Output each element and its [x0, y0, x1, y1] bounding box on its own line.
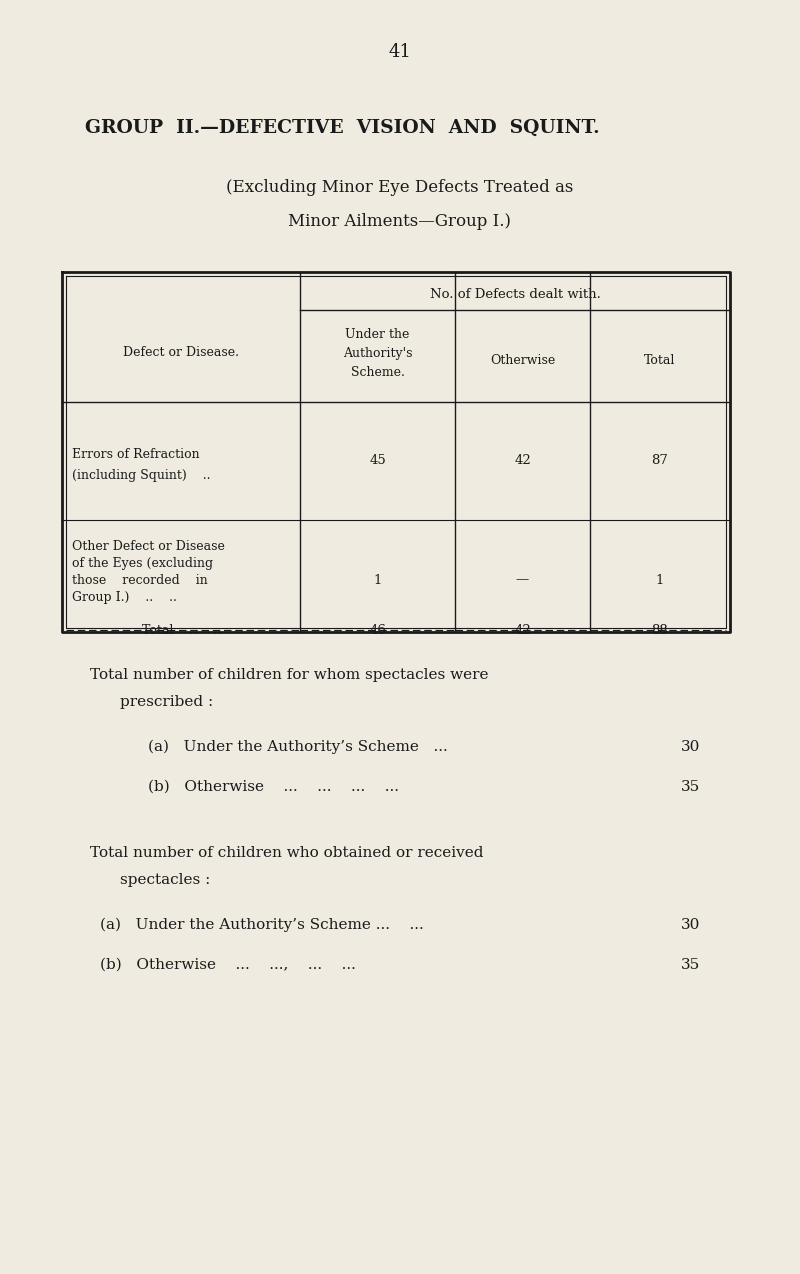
Text: (a)   Under the Authority’s Scheme ...    ...: (a) Under the Authority’s Scheme ... ...: [100, 919, 424, 933]
Text: (including Squint)    ..: (including Squint) ..: [72, 469, 210, 482]
Text: Defect or Disease.: Defect or Disease.: [123, 345, 239, 358]
Text: Total    ..    ..: Total .. ..: [142, 624, 221, 637]
Text: —: —: [516, 573, 529, 586]
Text: 46: 46: [369, 624, 386, 637]
Text: (b)   Otherwise    ...    ...    ...    ...: (b) Otherwise ... ... ... ...: [148, 780, 399, 794]
Text: of the Eyes (excluding: of the Eyes (excluding: [72, 557, 213, 569]
Text: those    recorded    in: those recorded in: [72, 573, 208, 586]
Text: 35: 35: [681, 958, 700, 972]
Text: 41: 41: [389, 43, 411, 61]
Text: Group I.)    ..    ..: Group I.) .. ..: [72, 591, 177, 604]
Text: GROUP  II.—DEFECTIVE  VISION  AND  SQUINT.: GROUP II.—DEFECTIVE VISION AND SQUINT.: [85, 118, 600, 138]
Text: Otherwise: Otherwise: [490, 353, 555, 367]
Text: Errors of Refraction: Errors of Refraction: [72, 447, 200, 460]
Text: Total: Total: [644, 353, 676, 367]
Text: 35: 35: [681, 780, 700, 794]
Text: spectacles :: spectacles :: [120, 873, 210, 887]
Text: 45: 45: [369, 455, 386, 468]
Text: 30: 30: [681, 919, 700, 933]
Text: Other Defect or Disease: Other Defect or Disease: [72, 539, 225, 553]
Text: Total number of children who obtained or received: Total number of children who obtained or…: [90, 846, 483, 860]
Text: 42: 42: [514, 455, 531, 468]
Text: 30: 30: [681, 740, 700, 754]
Text: Total number of children for whom spectacles were: Total number of children for whom specta…: [90, 668, 489, 682]
Text: Under the
Authority's
Scheme.: Under the Authority's Scheme.: [342, 329, 412, 380]
Text: Minor Ailments—Group I.): Minor Ailments—Group I.): [289, 214, 511, 231]
Text: 42: 42: [514, 624, 531, 637]
Text: 87: 87: [651, 455, 669, 468]
Text: (a)   Under the Authority’s Scheme   ...: (a) Under the Authority’s Scheme ...: [148, 740, 448, 754]
Text: (Excluding Minor Eye Defects Treated as: (Excluding Minor Eye Defects Treated as: [226, 180, 574, 196]
Text: 1: 1: [374, 573, 382, 586]
Text: 1: 1: [656, 573, 664, 586]
Text: No. of Defects dealt with.: No. of Defects dealt with.: [430, 288, 601, 301]
Text: 88: 88: [652, 624, 668, 637]
Text: (b)   Otherwise    ...    ...,    ...    ...: (b) Otherwise ... ..., ... ...: [100, 958, 356, 972]
Text: prescribed :: prescribed :: [120, 696, 214, 710]
